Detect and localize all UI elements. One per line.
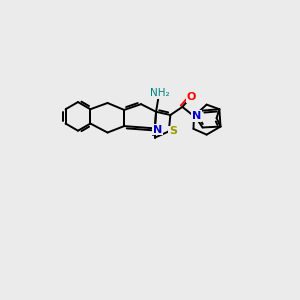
Text: O: O bbox=[187, 92, 196, 102]
Text: N: N bbox=[153, 124, 162, 135]
Text: S: S bbox=[169, 126, 177, 136]
Text: NH₂: NH₂ bbox=[150, 88, 169, 98]
Text: N: N bbox=[192, 111, 201, 121]
